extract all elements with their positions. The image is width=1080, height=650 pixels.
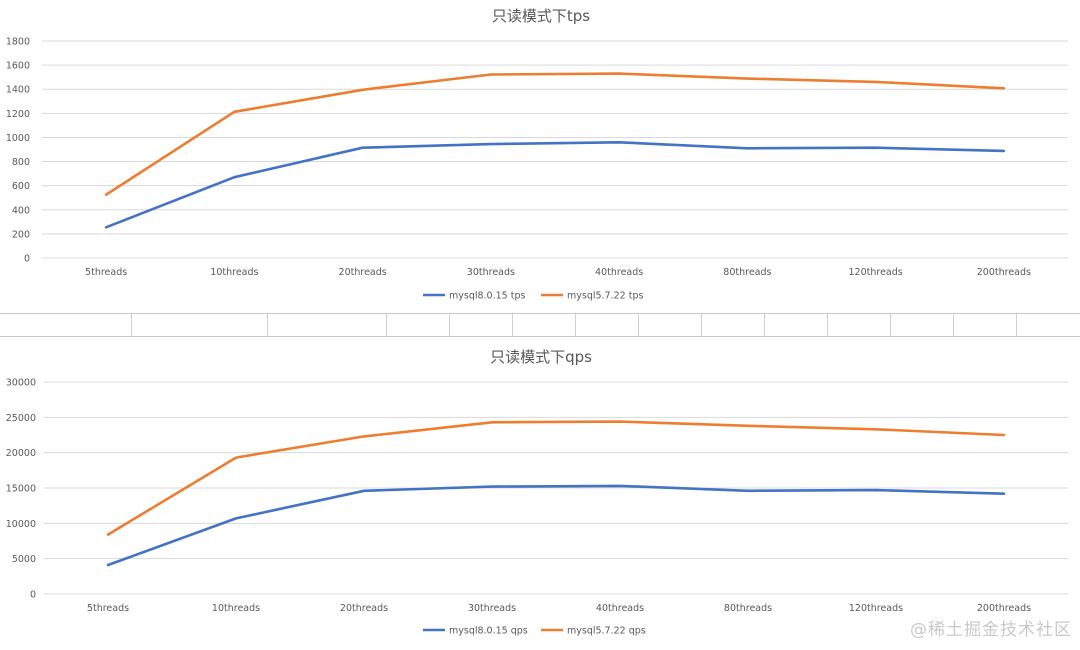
x-tick-label: 20threads [340, 603, 388, 614]
legend-label: mysql8.0.15 tps [449, 291, 525, 302]
sheet-cell-divider [953, 314, 954, 336]
chart-title: 只读模式下qps [490, 348, 592, 366]
tps-line-chart: 只读模式下tps 0 200 400 600 800 1000 1200 1400 1600 180… [6, 7, 1068, 302]
sheet-cell-divider [449, 314, 450, 336]
y-tick-label: 20000 [6, 448, 36, 459]
sheet-cell-divider [1016, 314, 1017, 336]
tps-chart-panel[interactable]: 只读模式下tps 0 200 400 600 800 1000 1200 1400 1600 180… [0, 0, 1080, 313]
legend-label: mysql8.0.15 qps [449, 626, 528, 637]
x-tick-label: 120threads [849, 603, 903, 614]
series-line-2 [106, 420, 1006, 536]
y-tick-label: 800 [12, 157, 30, 168]
qps-chart-panel[interactable]: 只读模式下qps 0 5000 10000 15000 20000 25000 30000 5t… [0, 337, 1080, 646]
chart-title: 只读模式下tps [492, 7, 590, 25]
x-tick-label: 10threads [210, 267, 258, 278]
x-tick-label: 40threads [595, 267, 643, 278]
series-line-1 [106, 484, 1006, 567]
x-tick-label: 40threads [596, 603, 644, 614]
sheet-cell-divider [512, 314, 513, 336]
x-tick-label: 120threads [849, 267, 903, 278]
y-tick-label: 600 [12, 181, 30, 192]
spreadsheet-row-strip [0, 313, 1080, 337]
x-tick-label: 80threads [724, 603, 772, 614]
y-tick-label: 400 [12, 205, 30, 216]
x-tick-label: 30threads [467, 267, 515, 278]
sheet-cell-divider [575, 314, 576, 336]
sheet-cell-divider [267, 314, 268, 336]
x-tick-label: 200threads [977, 603, 1031, 614]
y-tick-label: 0 [30, 590, 36, 601]
x-tick-label: 200threads [977, 267, 1031, 278]
watermark-text: @稀土掘金技术社区 [910, 620, 1072, 640]
y-tick-label: 200 [12, 229, 30, 240]
sheet-cell-divider [701, 314, 702, 336]
x-tick-label: 80threads [723, 267, 771, 278]
y-tick-label: 25000 [6, 413, 36, 424]
sheet-cell-divider [890, 314, 891, 336]
y-tick-label: 0 [24, 254, 30, 265]
y-tick-label: 15000 [6, 484, 36, 495]
x-tick-label: 10threads [212, 603, 260, 614]
legend-label: mysql5.7.22 tps [567, 291, 643, 302]
y-tick-label: 1400 [6, 85, 30, 96]
x-tick-label: 5threads [85, 267, 127, 278]
legend-label: mysql5.7.22 qps [567, 626, 646, 637]
y-tick-label: 1000 [6, 133, 30, 144]
y-tick-label: 30000 [6, 378, 36, 389]
y-tick-label: 5000 [12, 554, 36, 565]
x-tick-label: 5threads [87, 603, 129, 614]
sheet-cell-divider [386, 314, 387, 336]
y-tick-label: 10000 [6, 519, 36, 530]
x-tick-label: 20threads [339, 267, 387, 278]
sheet-cell-divider [638, 314, 639, 336]
sheet-cell-divider [827, 314, 828, 336]
qps-line-chart: 只读模式下qps 0 5000 10000 15000 20000 25000 30000 5t… [6, 348, 1068, 637]
series-line-1 [104, 141, 1006, 229]
y-tick-label: 1800 [6, 37, 30, 48]
y-tick-label: 1200 [6, 109, 30, 120]
x-tick-label: 30threads [468, 603, 516, 614]
sheet-cell-divider [764, 314, 765, 336]
sheet-cell-divider [131, 314, 132, 336]
series-line-2 [104, 72, 1006, 196]
y-tick-label: 1600 [6, 61, 30, 72]
